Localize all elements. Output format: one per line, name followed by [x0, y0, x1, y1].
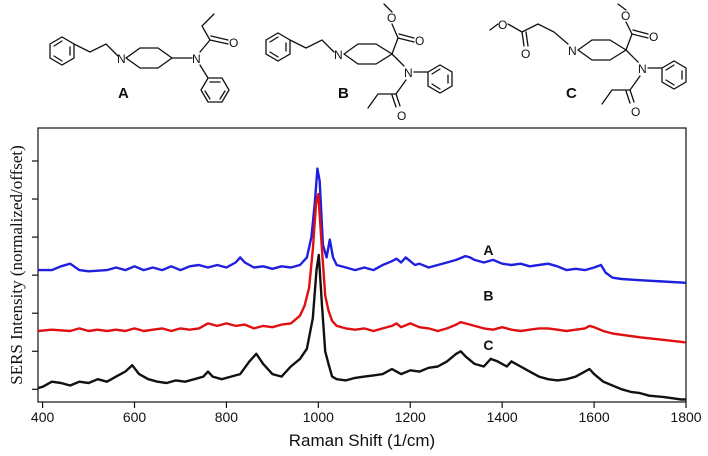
- structure-a-bonds: [49, 13, 230, 103]
- structure-c-atom-n1: N: [568, 44, 577, 58]
- structure-c-atom-o1: O: [498, 18, 507, 32]
- structure-c-atom-o3: O: [649, 30, 658, 44]
- structure-c-atom-o5: O: [631, 105, 640, 119]
- x-tick-label-600: 600: [123, 409, 147, 425]
- structure-b-atom-o1: O: [415, 34, 424, 48]
- y-axis: [32, 160, 38, 390]
- structure-a-atom-o: O: [229, 36, 238, 50]
- series-label-a: A: [483, 242, 493, 258]
- y-axis-title: SERS Intensity (normalized/offset): [7, 145, 26, 385]
- structure-c-atom-o2: O: [521, 47, 530, 61]
- structure-c: O O N O O N O C: [489, 3, 687, 119]
- x-tick-label-400: 400: [31, 409, 55, 425]
- series-line-b: [37, 192, 687, 344]
- series-label-b: B: [483, 288, 493, 304]
- series-line-a: [38, 167, 687, 284]
- series-layer: A B C: [37, 167, 687, 401]
- structure-c-atom-o4: O: [621, 9, 630, 23]
- structure-b: N N O O O B: [265, 3, 453, 123]
- structure-a-label: A: [118, 85, 129, 102]
- x-axis-title: Raman Shift (1/cm): [289, 431, 435, 450]
- series-label-c: C: [483, 337, 493, 353]
- structure-a: N N O A: [49, 13, 238, 103]
- x-tick-label-1000: 1000: [303, 409, 334, 425]
- structure-a-atom-n2: N: [192, 52, 201, 66]
- structure-b-atom-n1: N: [334, 48, 343, 62]
- x-tick-label-800: 800: [215, 409, 239, 425]
- spectrum-chart: A B C 400 600 800 1000 1200 1400 1600 1800 Raman …: [7, 127, 702, 450]
- structure-b-label: B: [338, 85, 349, 102]
- x-tick-label-1600: 1600: [579, 409, 610, 425]
- structure-b-atom-o2: O: [387, 11, 396, 25]
- x-tick-label-1400: 1400: [487, 409, 518, 425]
- structure-b-atom-o3: O: [397, 109, 406, 123]
- structure-b-bonds: [265, 3, 453, 109]
- structure-a-atom-n1: N: [117, 52, 126, 66]
- structure-c-bonds: [489, 3, 687, 105]
- structure-b-atom-n2: N: [404, 66, 413, 80]
- structure-c-atom-n2: N: [638, 62, 647, 76]
- structure-c-label: C: [566, 85, 577, 102]
- x-tick-label-1800: 1800: [670, 409, 701, 425]
- x-axis: 400 600 800 1000 1200 1400 1600 1800: [31, 402, 702, 425]
- series-line-c: [37, 253, 686, 401]
- plot-frame: [37, 127, 687, 403]
- x-tick-label-1200: 1200: [395, 409, 426, 425]
